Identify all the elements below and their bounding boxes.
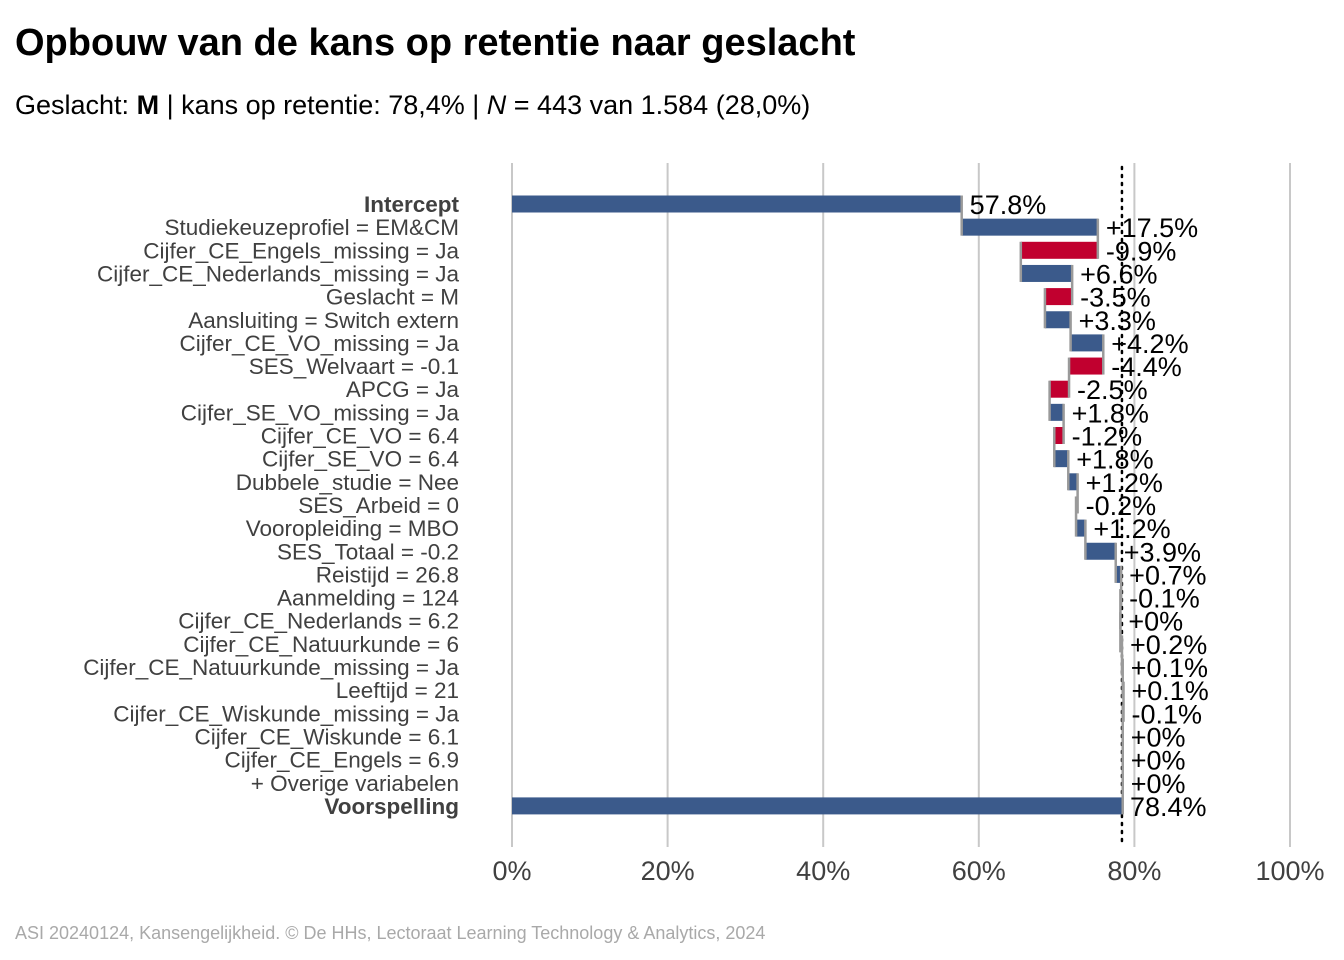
value-label: -9.9% [1106, 236, 1177, 266]
value-label: +0.7% [1129, 560, 1206, 590]
value-label: +1.2% [1086, 468, 1163, 498]
x-tick-label: 100% [1255, 856, 1324, 886]
value-label: -2.5% [1077, 375, 1148, 405]
x-tick-label: 60% [952, 856, 1006, 886]
category-label: Cijfer_CE_Natuurkunde = 6 [183, 632, 459, 657]
category-label: Intercept [364, 192, 460, 217]
value-label: +1.8% [1076, 445, 1153, 475]
value-label: +0% [1128, 607, 1183, 637]
waterfall-bar [512, 797, 1122, 815]
category-label: Aanmelding = 124 [277, 586, 459, 611]
x-axis-ticks: 0% 20% 40% 60% 80% 100% [492, 856, 1324, 886]
category-label: APCG = Ja [346, 377, 460, 402]
category-label: Voorspelling [324, 794, 459, 819]
chart-subtitle: Geslacht: M | kans op retentie: 78,4% | … [15, 90, 810, 121]
waterfall-bar [961, 218, 1098, 236]
x-tick-label: 0% [492, 856, 531, 886]
value-label: +4.2% [1111, 329, 1188, 359]
category-label: Cijfer_CE_VO_missing = Ja [180, 331, 460, 356]
value-label: -3.5% [1080, 283, 1151, 313]
value-label: 57.8% [970, 190, 1047, 220]
waterfall-bar [1020, 241, 1098, 259]
value-labels: 57.8% +17.5%-9.9%+6.6%-3.5%+3.3%+4.2%-4.4… [970, 190, 1209, 822]
grid-lines [511, 163, 1291, 847]
category-label: Cijfer_SE_VO_missing = Ja [181, 400, 460, 425]
category-label: Cijfer_CE_Natuurkunde_missing = Ja [83, 655, 459, 680]
x-tick-label: 80% [1107, 856, 1161, 886]
value-label: -1.2% [1072, 422, 1143, 452]
waterfall-bar [1070, 334, 1104, 352]
category-label: Reistijd = 26.8 [316, 562, 459, 587]
category-label: Dubbele_studie = Nee [236, 470, 459, 495]
waterfall-bar [1068, 473, 1078, 491]
value-label: +0.1% [1132, 676, 1209, 706]
value-label: +3.3% [1079, 306, 1156, 336]
category-label: Cijfer_CE_VO = 6.4 [261, 424, 459, 449]
x-tick-label: 40% [796, 856, 850, 886]
chart-title: Opbouw van de kans op retentie naar gesl… [15, 22, 856, 64]
waterfall-bar [1115, 565, 1122, 583]
category-label: Cijfer_CE_Nederlands = 6.2 [178, 609, 459, 634]
value-label: +6.6% [1080, 259, 1157, 289]
category-label: + Overige variabelen [251, 771, 459, 796]
category-label: Cijfer_SE_VO = 6.4 [262, 447, 459, 472]
connectors [960, 195, 1125, 815]
category-label: Leeftijd = 21 [336, 678, 459, 703]
category-label: SES_Arbeid = 0 [298, 493, 459, 518]
subtitle-geslacht-value: M [136, 90, 160, 120]
subtitle-n-text: = 443 van 1.584 (28,0%) [506, 90, 811, 120]
value-label: +17.5% [1106, 213, 1198, 243]
value-label: -4.4% [1111, 352, 1182, 382]
chart-caption: ASI 20240124, Kansengelijkheid. © De HHs… [15, 923, 766, 943]
value-label: +3.9% [1124, 537, 1201, 567]
waterfall-bar [1054, 427, 1064, 444]
category-label: Studiekeuzeprofiel = EM&CM [164, 215, 459, 240]
x-tick-label: 20% [641, 856, 695, 886]
value-label: -0.1% [1132, 699, 1203, 729]
value-label: +0% [1131, 722, 1186, 752]
waterfall-bar [1076, 519, 1086, 537]
value-label: +1.8% [1072, 398, 1149, 428]
waterfall-bar [1085, 542, 1116, 560]
waterfall-bar [512, 195, 962, 213]
category-label: Aansluiting = Switch extern [188, 308, 459, 333]
subtitle-geslacht-label: Geslacht: [15, 90, 137, 120]
value-label: +0% [1131, 769, 1186, 799]
category-label: SES_Totaal = -0.2 [277, 539, 459, 564]
category-label: Cijfer_CE_Nederlands_missing = Ja [97, 261, 460, 286]
waterfall-bar [1049, 403, 1064, 421]
value-label: +1.2% [1093, 514, 1170, 544]
waterfall-bar [1020, 264, 1073, 282]
value-label: 78.4% [1130, 792, 1207, 822]
value-label: +0.2% [1130, 630, 1207, 660]
category-label: Vooropleiding = MBO [246, 516, 459, 541]
waterfall-bar [1044, 311, 1071, 329]
category-label: Geslacht = M [326, 285, 459, 310]
subtitle-retention-text: | kans op retentie: 78,4% | [159, 90, 487, 120]
category-label: Cijfer_CE_Engels = 6.9 [224, 748, 459, 773]
bars [512, 195, 1124, 815]
waterfall-bar [1069, 357, 1104, 375]
value-label: +0% [1131, 746, 1186, 776]
value-label: -0.1% [1129, 584, 1200, 614]
category-label: Cijfer_CE_Wiskunde_missing = Ja [113, 701, 459, 726]
subtitle-n-symbol: N [486, 90, 507, 120]
waterfall-bar [1044, 288, 1073, 306]
value-label: +0.1% [1131, 653, 1208, 683]
waterfall-bar [1049, 380, 1070, 398]
category-label: Cijfer_CE_Engels_missing = Ja [143, 238, 459, 263]
category-label: SES_Welvaart = -0.1 [249, 354, 459, 379]
waterfall-bar [1054, 450, 1069, 468]
category-label: Cijfer_CE_Wiskunde = 6.1 [195, 724, 460, 749]
value-label: -0.2% [1086, 491, 1157, 521]
